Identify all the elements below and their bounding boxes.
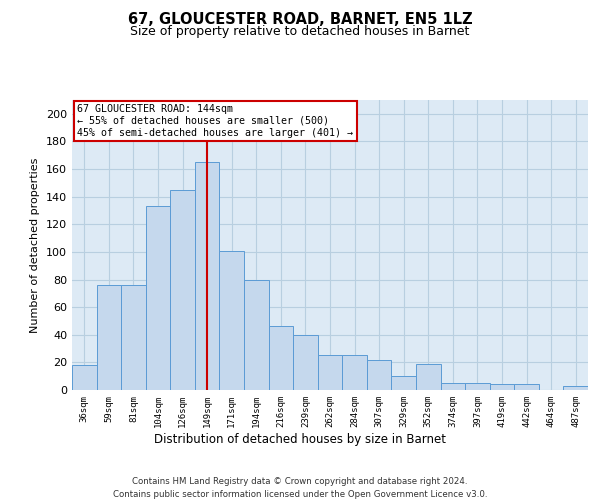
Y-axis label: Number of detached properties: Number of detached properties — [31, 158, 40, 332]
Bar — [514, 384, 539, 390]
Bar — [146, 206, 170, 390]
Bar — [342, 356, 367, 390]
Bar — [318, 356, 342, 390]
Bar — [244, 280, 269, 390]
Bar — [293, 335, 318, 390]
Text: Contains public sector information licensed under the Open Government Licence v3: Contains public sector information licen… — [113, 490, 487, 499]
Text: Size of property relative to detached houses in Barnet: Size of property relative to detached ho… — [130, 25, 470, 38]
Text: 67, GLOUCESTER ROAD, BARNET, EN5 1LZ: 67, GLOUCESTER ROAD, BARNET, EN5 1LZ — [128, 12, 472, 28]
Text: Distribution of detached houses by size in Barnet: Distribution of detached houses by size … — [154, 432, 446, 446]
Bar — [170, 190, 195, 390]
Bar — [391, 376, 416, 390]
Bar — [121, 285, 146, 390]
Bar — [465, 383, 490, 390]
Text: 67 GLOUCESTER ROAD: 144sqm
← 55% of detached houses are smaller (500)
45% of sem: 67 GLOUCESTER ROAD: 144sqm ← 55% of deta… — [77, 104, 353, 138]
Text: Contains HM Land Registry data © Crown copyright and database right 2024.: Contains HM Land Registry data © Crown c… — [132, 478, 468, 486]
Bar — [563, 386, 588, 390]
Bar — [72, 365, 97, 390]
Bar — [195, 162, 220, 390]
Bar — [490, 384, 514, 390]
Bar — [220, 250, 244, 390]
Bar — [440, 383, 465, 390]
Bar — [367, 360, 391, 390]
Bar — [269, 326, 293, 390]
Bar — [97, 285, 121, 390]
Bar — [416, 364, 440, 390]
